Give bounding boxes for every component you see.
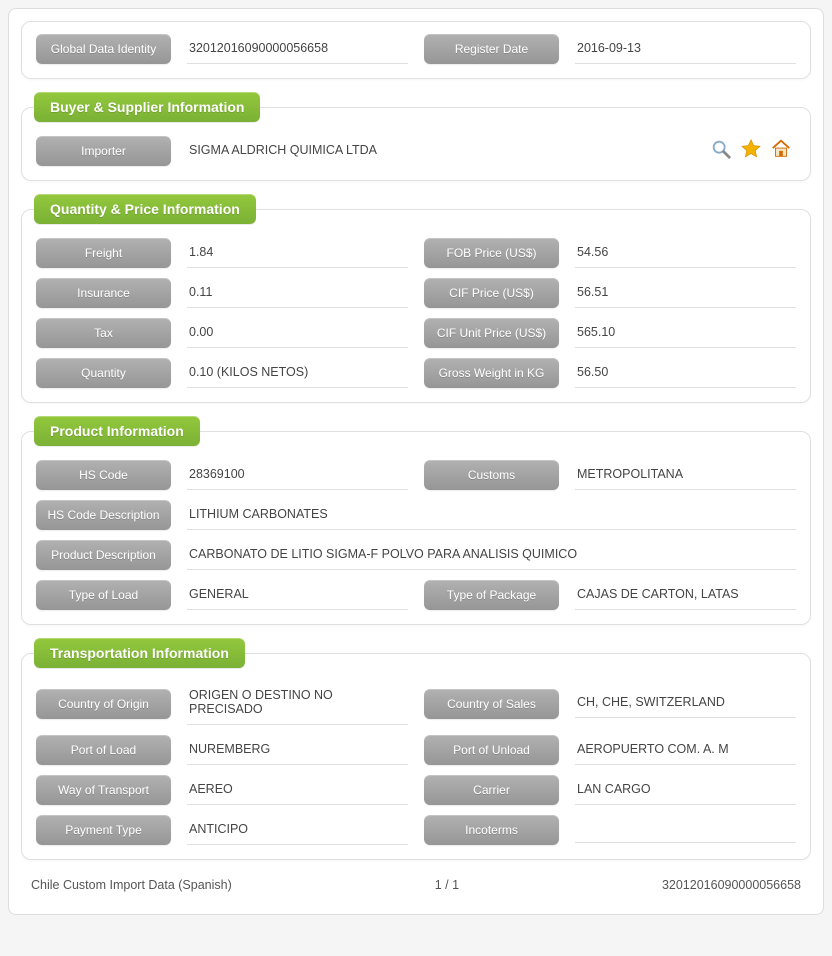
incoterms-value <box>575 817 796 843</box>
carrier-value: LAN CARGO <box>575 776 796 805</box>
hs-code-desc-label: HS Code Description <box>36 500 171 530</box>
cif-unit-price-label: CIF Unit Price (US$) <box>424 318 559 348</box>
importer-label: Importer <box>36 136 171 166</box>
gross-weight-value: 56.50 <box>575 359 796 388</box>
transport-card: Transportation Information Country of Or… <box>21 653 811 860</box>
payment-type-value: ANTICIPO <box>187 816 408 845</box>
quantity-price-card: Quantity & Price Information Freight 1.8… <box>21 209 811 403</box>
hs-code-value: 28369100 <box>187 461 408 490</box>
port-load-value: NUREMBERG <box>187 736 408 765</box>
insurance-label: Insurance <box>36 278 171 308</box>
hs-code-desc-value: LITHIUM CARBONATES <box>187 501 796 530</box>
country-origin-value: ORIGEN O DESTINO NO PRECISADO <box>187 682 408 725</box>
country-sales-label: Country of Sales <box>424 689 559 719</box>
carrier-label: Carrier <box>424 775 559 805</box>
quantity-label: Quantity <box>36 358 171 388</box>
tax-value: 0.00 <box>187 319 408 348</box>
fob-price-value: 54.56 <box>575 239 796 268</box>
tax-label: Tax <box>36 318 171 348</box>
port-load-label: Port of Load <box>36 735 171 765</box>
product-title: Product Information <box>34 416 200 446</box>
country-origin-label: Country of Origin <box>36 689 171 719</box>
product-card: Product Information HS Code 28369100 Cus… <box>21 431 811 625</box>
insurance-value: 0.11 <box>187 279 408 308</box>
type-of-load-value: GENERAL <box>187 581 408 610</box>
header-card: Global Data Identity 3201201609000005665… <box>21 21 811 79</box>
footer-source: Chile Custom Import Data (Spanish) <box>31 878 232 892</box>
freight-label: Freight <box>36 238 171 268</box>
quantity-value: 0.10 (KILOS NETOS) <box>187 359 408 388</box>
home-icon[interactable] <box>770 138 792 165</box>
country-sales-value: CH, CHE, SWITZERLAND <box>575 689 796 718</box>
buyer-supplier-title: Buyer & Supplier Information <box>34 92 260 122</box>
way-transport-label: Way of Transport <box>36 775 171 805</box>
cif-price-value: 56.51 <box>575 279 796 308</box>
register-date-label: Register Date <box>424 34 559 64</box>
footer: Chile Custom Import Data (Spanish) 1 / 1… <box>21 860 811 898</box>
register-date-value: 2016-09-13 <box>575 35 796 64</box>
importer-value: SIGMA ALDRICH QUIMICA LTDA <box>187 137 694 165</box>
customs-value: METROPOLITANA <box>575 461 796 490</box>
quantity-price-title: Quantity & Price Information <box>34 194 256 224</box>
search-icon[interactable] <box>710 138 732 165</box>
global-data-identity-label: Global Data Identity <box>36 34 171 64</box>
product-desc-value: CARBONATO DE LITIO SIGMA-F POLVO PARA AN… <box>187 541 796 570</box>
customs-label: Customs <box>424 460 559 490</box>
port-unload-value: AEROPUERTO COM. A. M <box>575 736 796 765</box>
page-container: Global Data Identity 3201201609000005665… <box>8 8 824 915</box>
payment-type-label: Payment Type <box>36 815 171 845</box>
star-icon[interactable] <box>740 138 762 165</box>
incoterms-label: Incoterms <box>424 815 559 845</box>
product-desc-label: Product Description <box>36 540 171 570</box>
global-data-identity-value: 32012016090000056658 <box>187 35 408 64</box>
freight-value: 1.84 <box>187 239 408 268</box>
cif-unit-price-value: 565.10 <box>575 319 796 348</box>
footer-pagination: 1 / 1 <box>435 878 459 892</box>
hs-code-label: HS Code <box>36 460 171 490</box>
footer-record-id: 32012016090000056658 <box>662 878 801 892</box>
fob-price-label: FOB Price (US$) <box>424 238 559 268</box>
buyer-supplier-card: Buyer & Supplier Information Importer SI… <box>21 107 811 181</box>
type-of-load-label: Type of Load <box>36 580 171 610</box>
type-of-package-label: Type of Package <box>424 580 559 610</box>
port-unload-label: Port of Unload <box>424 735 559 765</box>
cif-price-label: CIF Price (US$) <box>424 278 559 308</box>
type-of-package-value: CAJAS DE CARTON, LATAS <box>575 581 796 610</box>
way-transport-value: AEREO <box>187 776 408 805</box>
action-icons <box>710 138 796 165</box>
gross-weight-label: Gross Weight in KG <box>424 358 559 388</box>
transport-title: Transportation Information <box>34 638 245 668</box>
